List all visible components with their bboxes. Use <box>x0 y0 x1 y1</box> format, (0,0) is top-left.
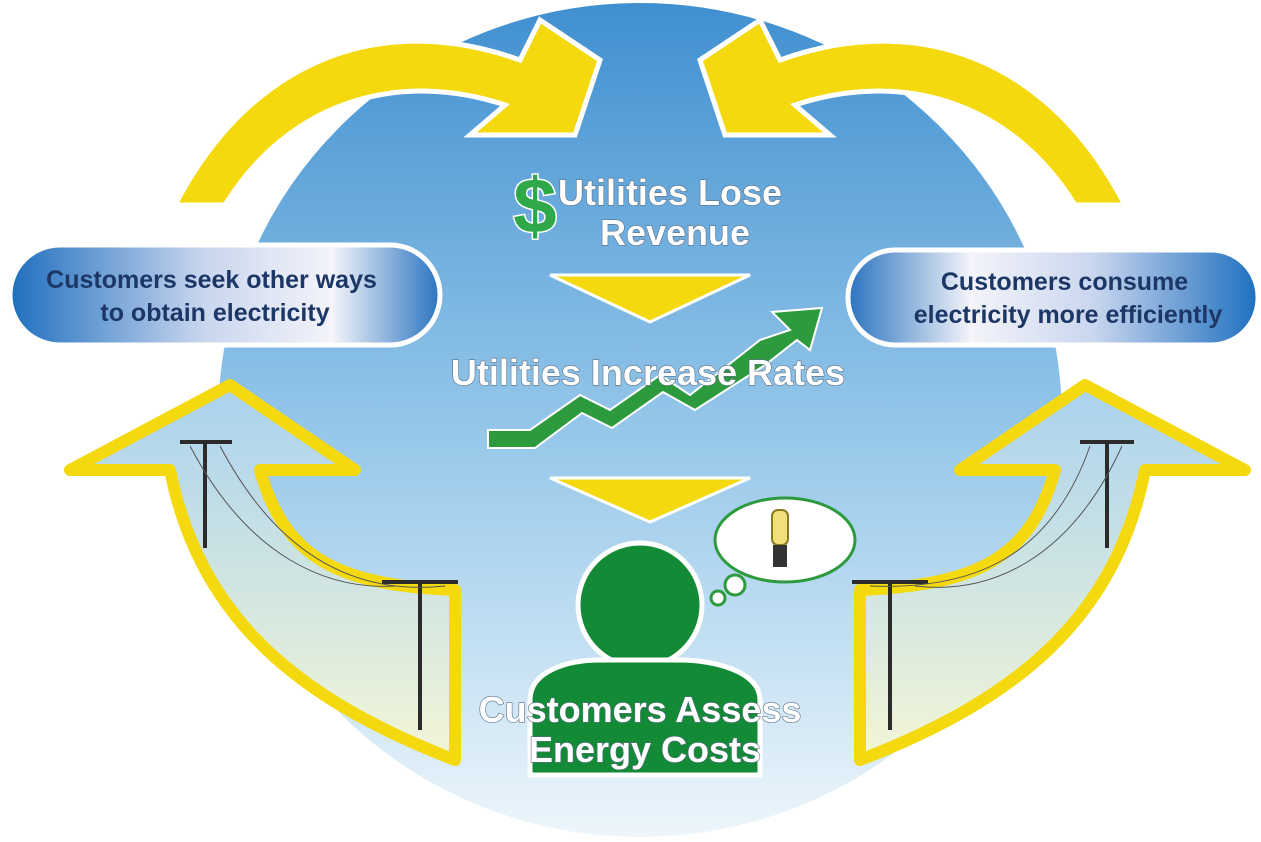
node-label: Utilities Increase Rates <box>451 352 845 393</box>
label-line: electricity more efficiently <box>914 301 1223 329</box>
dollar-icon: $ <box>513 162 556 250</box>
label-line: to obtain electricity <box>100 299 329 327</box>
label-line: Energy Costs <box>529 729 761 770</box>
label-line: Customers seek other ways <box>46 266 377 294</box>
label-line: Customers Assess <box>479 689 802 730</box>
label-line: Revenue <box>600 212 750 253</box>
label-line: Utilities Lose <box>558 172 782 213</box>
pill-right <box>848 250 1258 345</box>
label-line: Utilities Increase Rates <box>451 352 845 393</box>
diagram: $ Utilities Lose Revenue Utilities Incre… <box>0 0 1261 842</box>
label-line: Customers consume <box>941 268 1188 296</box>
pill-left <box>10 245 440 345</box>
person-head <box>578 543 702 667</box>
